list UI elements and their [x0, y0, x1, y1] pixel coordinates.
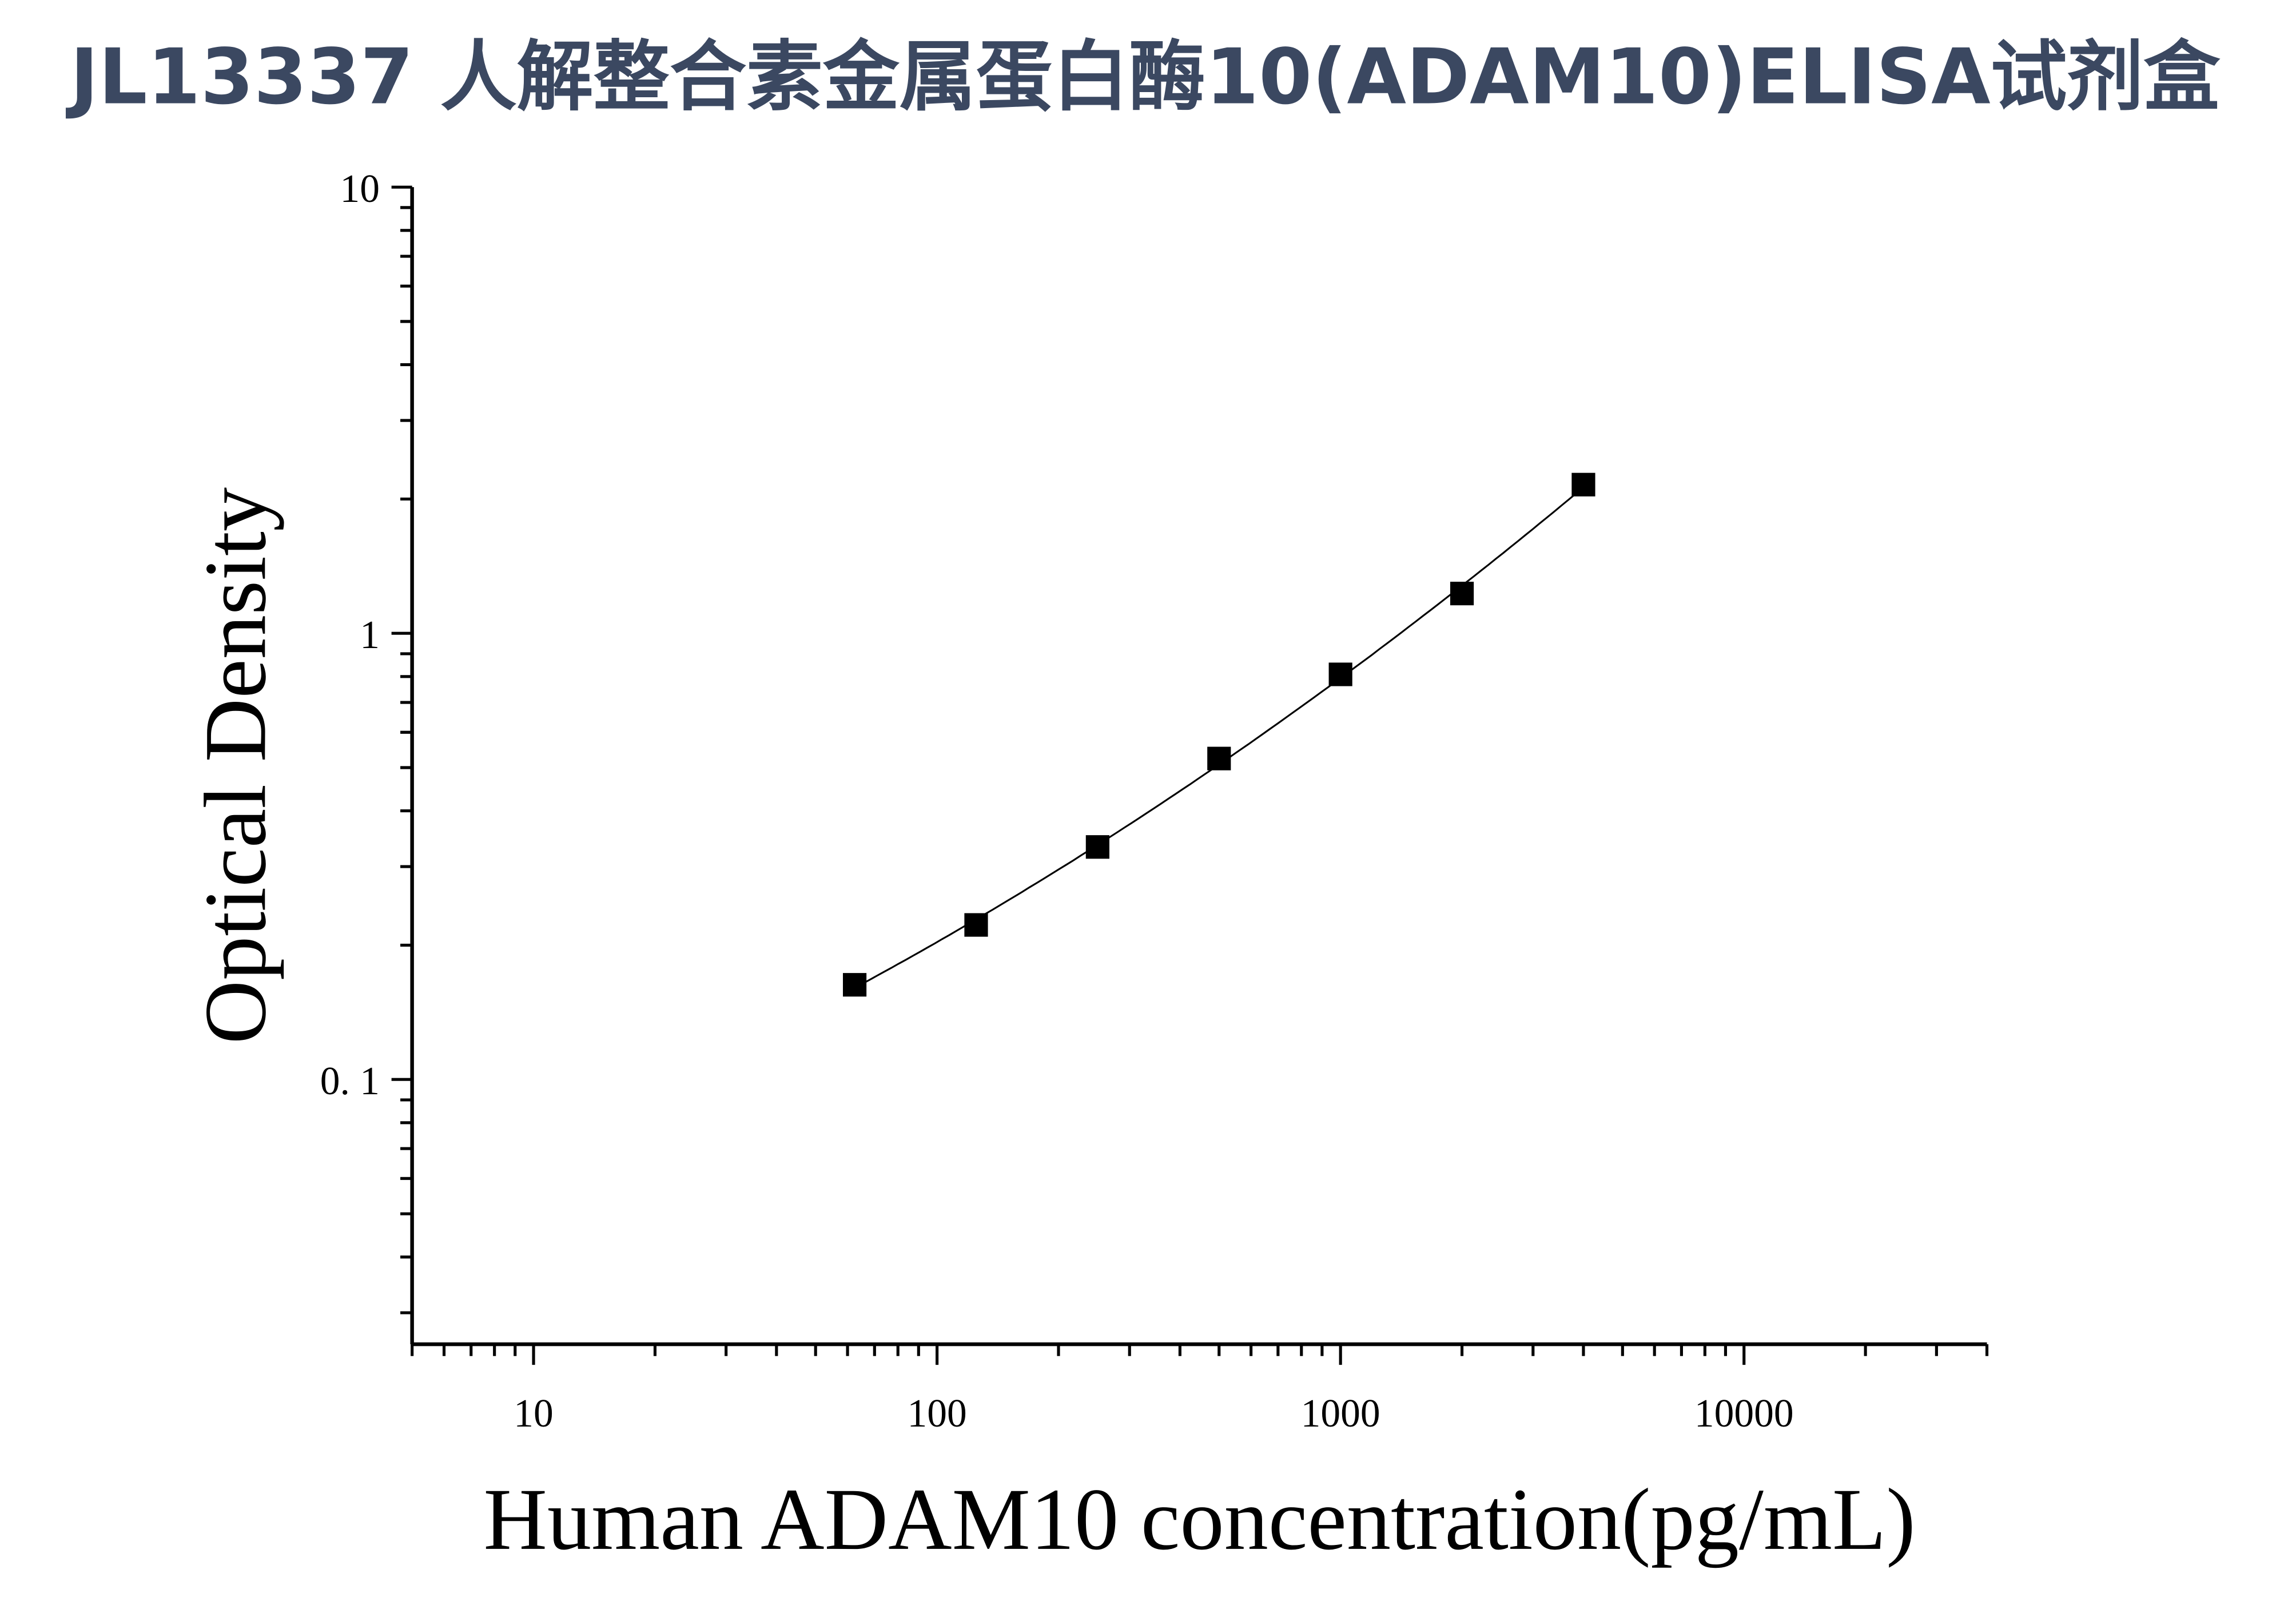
data-point: [1328, 662, 1352, 686]
x-tick-label: 1000: [1301, 1392, 1380, 1436]
y-tick-label: 0. 1: [320, 1059, 380, 1103]
y-tick-label: 10: [340, 167, 380, 211]
data-points: [842, 472, 1595, 997]
x-tick-label: 100: [907, 1392, 966, 1436]
data-point: [1207, 746, 1231, 770]
data-point: [1450, 582, 1474, 606]
chart-title: JL13337 人解整合素金属蛋白酶10(ADAM10)ELISA试剂盒: [66, 32, 2221, 121]
data-point: [1085, 835, 1109, 859]
y-tick-label: 1: [360, 613, 380, 657]
tick-labels: 10 100 1000 10000 0. 1 1 10: [320, 167, 1794, 1436]
x-axis-label: Human ADAM10 concentration(pg/mL): [483, 1471, 1915, 1568]
data-point: [842, 973, 867, 997]
fit-curve: [854, 486, 1585, 989]
data-point: [1571, 472, 1595, 496]
y-axis-label: Optical Density: [186, 487, 284, 1044]
data-point: [964, 913, 988, 937]
x-tick-label: 10: [514, 1392, 553, 1436]
axes: [391, 185, 1989, 1365]
x-tick-label: 10000: [1694, 1392, 1794, 1436]
